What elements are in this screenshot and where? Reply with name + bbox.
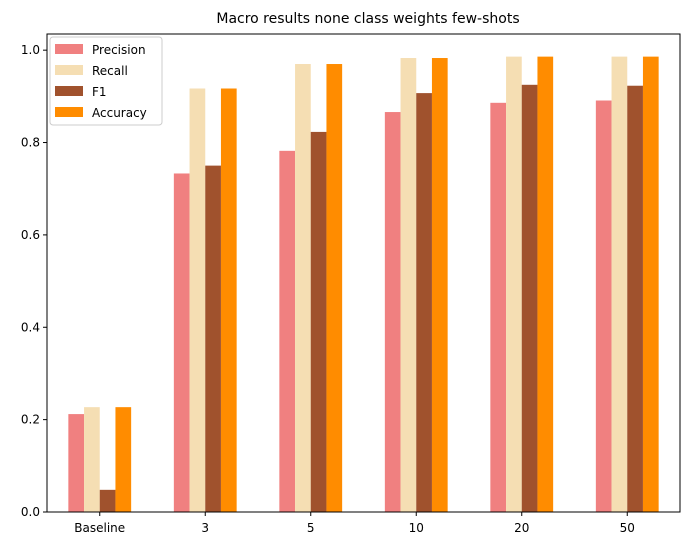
bar-precision-5 bbox=[595, 100, 612, 512]
bar-recall-1 bbox=[189, 88, 206, 512]
legend-swatch-f1 bbox=[55, 86, 83, 96]
bars bbox=[68, 56, 659, 513]
bar-accuracy-4 bbox=[537, 56, 554, 512]
legend-label-precision: Precision bbox=[92, 43, 146, 57]
legend-label-accuracy: Accuracy bbox=[92, 106, 147, 120]
legend-swatch-recall bbox=[55, 65, 83, 75]
bar-f1-0 bbox=[99, 489, 116, 512]
y-tick-label: 0.0 bbox=[21, 505, 40, 519]
y-tick-label: 0.4 bbox=[21, 320, 40, 334]
plot-frame bbox=[46, 33, 681, 513]
bar-accuracy-2 bbox=[326, 64, 343, 513]
x-tick-label: 5 bbox=[307, 521, 315, 535]
y-axis: 0.0 0.2 0.4 0.6 0.8 1.0 bbox=[21, 43, 47, 519]
legend-swatch-precision bbox=[55, 44, 83, 54]
legend-box bbox=[49, 36, 163, 126]
x-tick-label: 3 bbox=[201, 521, 209, 535]
bar-recall-3 bbox=[400, 58, 417, 513]
bar-accuracy-5 bbox=[642, 56, 659, 512]
legend-swatch-accuracy bbox=[55, 107, 83, 117]
bar-f1-5 bbox=[627, 85, 643, 512]
y-tick-label: 0.6 bbox=[21, 228, 40, 242]
legend-label-recall: Recall bbox=[92, 64, 128, 78]
bar-precision-0 bbox=[68, 414, 85, 512]
bar-precision-1 bbox=[173, 173, 190, 512]
x-tick-label: 10 bbox=[409, 521, 424, 535]
bar-accuracy-0 bbox=[115, 407, 132, 512]
x-tick-label: 20 bbox=[514, 521, 529, 535]
legend: Precision Recall F1 Accuracy bbox=[49, 36, 163, 126]
bar-f1-2 bbox=[310, 131, 327, 512]
chart-title: Macro results none class weights few-sho… bbox=[216, 11, 519, 27]
y-tick-label: 0.2 bbox=[21, 413, 40, 427]
bar-f1-3 bbox=[416, 93, 432, 513]
y-tick-label: 0.8 bbox=[21, 136, 40, 150]
x-tick-label: Baseline bbox=[74, 521, 125, 535]
bar-f1-4 bbox=[521, 84, 538, 513]
bar-precision-3 bbox=[384, 112, 401, 513]
x-axis: Baseline 3 5 10 20 50 bbox=[74, 512, 635, 535]
bar-recall-2 bbox=[295, 64, 311, 513]
bar-precision-4 bbox=[490, 102, 507, 512]
x-tick-label: 50 bbox=[620, 521, 635, 535]
bar-f1-1 bbox=[205, 165, 221, 512]
bar-precision-2 bbox=[279, 150, 296, 512]
bar-recall-5 bbox=[611, 56, 628, 512]
bar-recall-4 bbox=[506, 56, 522, 512]
bar-recall-0 bbox=[84, 407, 100, 512]
bar-accuracy-1 bbox=[220, 88, 237, 512]
y-tick-label: 1.0 bbox=[21, 43, 40, 57]
bar-accuracy-3 bbox=[431, 58, 448, 513]
legend-label-f1: F1 bbox=[92, 85, 107, 99]
